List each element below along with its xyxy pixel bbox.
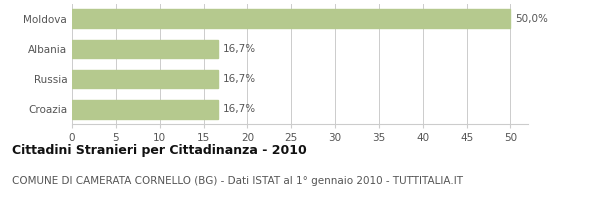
Text: 16,7%: 16,7% [223, 44, 256, 54]
Bar [72, 70, 218, 88]
Text: COMUNE DI CAMERATA CORNELLO (BG) - Dati ISTAT al 1° gennaio 2010 - TUTTITALIA.IT: COMUNE DI CAMERATA CORNELLO (BG) - Dati … [12, 176, 463, 186]
Text: 16,7%: 16,7% [223, 74, 256, 84]
Bar [72, 100, 218, 119]
Bar [72, 40, 218, 58]
Bar [72, 9, 511, 28]
Text: Cittadini Stranieri per Cittadinanza - 2010: Cittadini Stranieri per Cittadinanza - 2… [12, 144, 307, 157]
Text: 16,7%: 16,7% [223, 104, 256, 114]
Text: 50,0%: 50,0% [515, 14, 548, 24]
